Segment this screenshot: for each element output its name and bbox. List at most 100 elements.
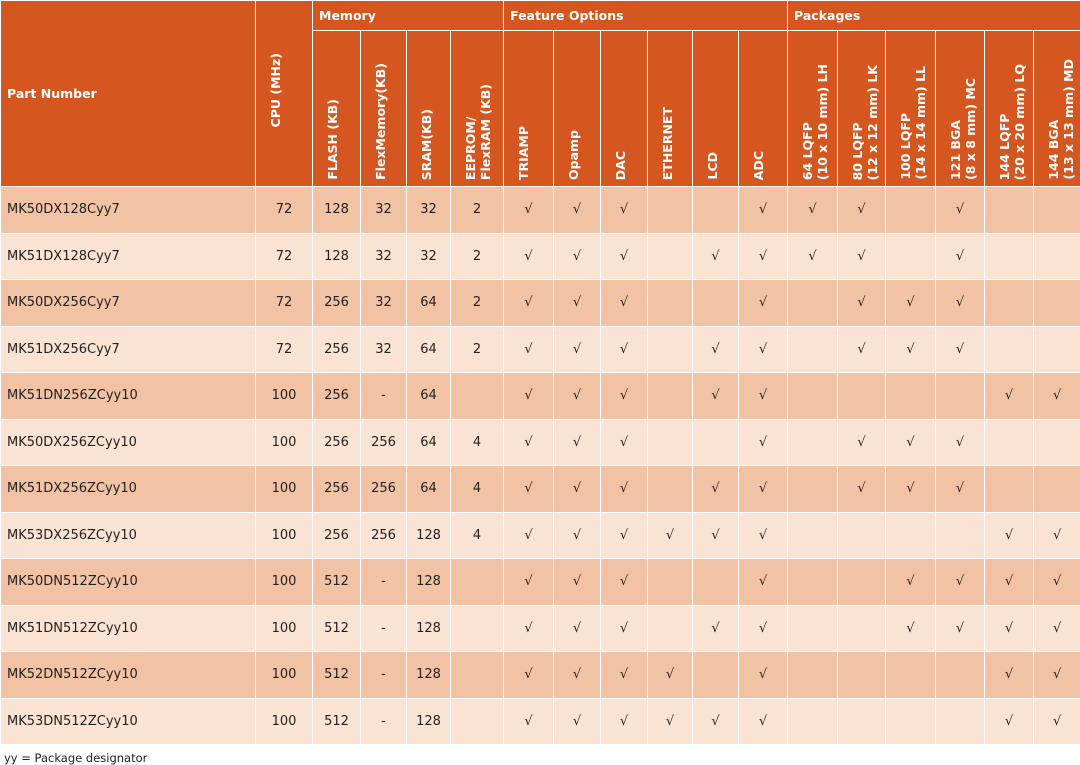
cell: 256	[361, 419, 407, 466]
cell	[1034, 187, 1080, 234]
cell: √	[504, 698, 554, 745]
cell: √	[739, 280, 788, 327]
cell: √	[504, 419, 554, 466]
cell: √	[985, 652, 1034, 699]
column-header: FlexMemory(KB)	[361, 31, 407, 187]
cell: √	[739, 559, 788, 606]
cell	[1034, 326, 1080, 373]
cell: √	[601, 512, 648, 559]
cell: 72	[256, 233, 313, 280]
cell: 100	[256, 512, 313, 559]
cell: √	[838, 326, 886, 373]
column-header: ADC	[739, 31, 788, 187]
cell: 256	[313, 419, 361, 466]
cell: √	[554, 652, 601, 699]
cell: √	[1034, 373, 1080, 420]
cell: √	[601, 419, 648, 466]
cell: 128	[407, 652, 451, 699]
cell: √	[1034, 605, 1080, 652]
group-header: Feature Options	[504, 1, 788, 31]
cell: √	[504, 605, 554, 652]
cell: 512	[313, 559, 361, 606]
column-label: 144 BGA (13 x 13 mm) MD	[1046, 59, 1076, 180]
cell: √	[504, 326, 554, 373]
cell: √	[936, 605, 985, 652]
cell	[838, 559, 886, 606]
cell: √	[504, 652, 554, 699]
cell: √	[838, 466, 886, 513]
cell: -	[361, 652, 407, 699]
cell	[985, 233, 1034, 280]
group-label: Memory	[319, 8, 376, 23]
cell: √	[504, 233, 554, 280]
cell: √	[936, 326, 985, 373]
cell: √	[601, 466, 648, 513]
cell: √	[554, 326, 601, 373]
cell	[451, 559, 504, 606]
cell: 64	[407, 326, 451, 373]
cell: 256	[361, 466, 407, 513]
cell: √	[838, 187, 886, 234]
column-label: EEPROM/ FlexRAM (KB)	[463, 84, 493, 180]
cell: √	[601, 652, 648, 699]
cell: 128	[407, 512, 451, 559]
cell: 2	[451, 187, 504, 234]
cell: √	[554, 559, 601, 606]
cell	[985, 187, 1034, 234]
cell	[985, 280, 1034, 327]
cell	[788, 652, 838, 699]
cell: √	[693, 466, 739, 513]
cell: 100	[256, 559, 313, 606]
cell: 256	[313, 326, 361, 373]
part-number: MK50DN512ZCyy10	[1, 559, 256, 606]
cell	[693, 187, 739, 234]
column-label: 144 LQFP (20 x 20 mm) LQ	[997, 64, 1027, 180]
cell: √	[739, 233, 788, 280]
column-label: 100 LQFP (14 x 14 mm) LL	[898, 66, 928, 180]
column-label: 64 LQFP (10 x 10 mm) LH	[800, 64, 830, 180]
cell	[788, 419, 838, 466]
column-header: 144 LQFP (20 x 20 mm) LQ	[985, 31, 1034, 187]
cell	[788, 466, 838, 513]
cell: 256	[313, 280, 361, 327]
cell: √	[1034, 698, 1080, 745]
cell: -	[361, 373, 407, 420]
group-header: Memory	[313, 1, 504, 31]
cell	[1034, 280, 1080, 327]
part-number: MK51DX128Cyy7	[1, 233, 256, 280]
cell: √	[601, 280, 648, 327]
cell	[985, 466, 1034, 513]
column-header: EEPROM/ FlexRAM (KB)	[451, 31, 504, 187]
column-label: LCD	[705, 152, 720, 180]
cell: √	[739, 373, 788, 420]
column-header: DAC	[601, 31, 648, 187]
cell: √	[985, 605, 1034, 652]
column-header: 64 LQFP (10 x 10 mm) LH	[788, 31, 838, 187]
cell: 100	[256, 652, 313, 699]
cell	[788, 512, 838, 559]
cell	[648, 280, 693, 327]
cell: √	[504, 373, 554, 420]
cell: √	[788, 187, 838, 234]
cell	[936, 512, 985, 559]
cell: √	[838, 233, 886, 280]
part-number: MK51DN256ZCyy10	[1, 373, 256, 420]
cell: √	[648, 512, 693, 559]
cell	[936, 698, 985, 745]
cell: √	[985, 698, 1034, 745]
cell: √	[1034, 559, 1080, 606]
cell: -	[361, 605, 407, 652]
cell	[648, 233, 693, 280]
cell: √	[788, 233, 838, 280]
cell: 100	[256, 605, 313, 652]
cell: 100	[256, 698, 313, 745]
cell	[1034, 466, 1080, 513]
column-label: CPU (MHz)	[268, 53, 283, 127]
part-number: MK51DN512ZCyy10	[1, 605, 256, 652]
